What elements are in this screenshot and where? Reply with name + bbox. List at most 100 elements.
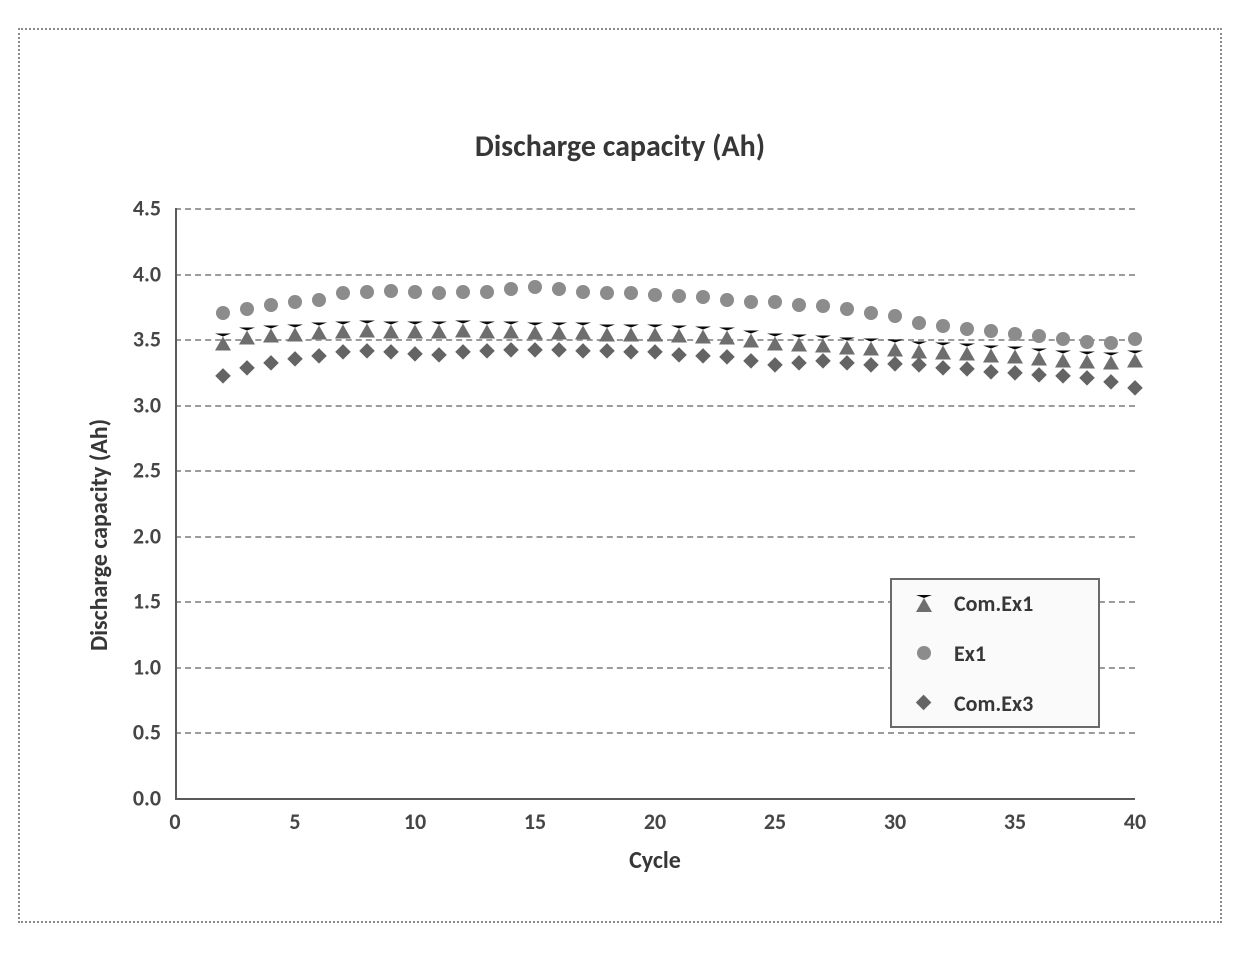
circle-marker — [816, 299, 830, 313]
circle-marker — [600, 286, 614, 300]
circle-marker — [1128, 332, 1142, 346]
gridline — [175, 732, 1135, 734]
triangle-marker — [839, 337, 855, 354]
x-tick-label: 15 — [524, 808, 546, 835]
triangle-marker — [1079, 352, 1095, 369]
diamond-marker — [695, 348, 711, 364]
diamond-marker — [1031, 367, 1047, 383]
diamond-marker — [887, 356, 903, 372]
circle-marker — [432, 286, 446, 300]
triangle-marker — [1007, 346, 1023, 363]
diamond-marker — [791, 355, 807, 371]
legend: Com.Ex1Ex1Com.Ex3 — [890, 578, 1100, 728]
circle-marker — [312, 293, 326, 307]
triangle-marker — [335, 321, 351, 338]
diamond-marker — [623, 344, 639, 360]
circle-marker — [696, 290, 710, 304]
diamond-marker — [863, 357, 879, 373]
triangle-marker — [503, 321, 519, 338]
diamond-marker — [287, 351, 303, 367]
circle-marker — [792, 298, 806, 312]
y-tick-label: 4.5 — [133, 195, 161, 222]
triangle-marker — [983, 345, 999, 362]
triangle-marker — [263, 325, 279, 342]
diamond-marker — [215, 368, 231, 384]
x-axis-label: Cycle — [175, 846, 1135, 875]
legend-item: Com.Ex1 — [906, 592, 1033, 614]
triangle-marker — [863, 338, 879, 355]
triangle-marker — [1127, 350, 1143, 367]
diamond-marker — [311, 348, 327, 364]
diamond-marker — [599, 343, 615, 359]
diamond-marker — [647, 344, 663, 360]
circle-marker — [960, 322, 974, 336]
triangle-marker — [215, 333, 231, 350]
diamond-marker — [335, 344, 351, 360]
circle-marker — [1080, 335, 1094, 349]
x-tick-label: 35 — [1004, 808, 1026, 835]
circle-marker — [576, 285, 590, 299]
triangle-marker — [407, 321, 423, 338]
triangle-marker — [767, 333, 783, 350]
triangle-marker — [647, 324, 663, 341]
circle-marker — [744, 295, 758, 309]
triangle-marker — [575, 323, 591, 340]
legend-marker — [906, 697, 942, 708]
diamond-marker — [383, 344, 399, 360]
triangle-marker — [551, 323, 567, 340]
chart-title: Discharge capacity (Ah) — [20, 128, 1220, 165]
x-tick-label: 5 — [289, 808, 300, 835]
triangle-marker — [743, 331, 759, 348]
circle-marker — [1056, 332, 1070, 346]
circle-marker — [264, 298, 278, 312]
circle-marker — [1104, 336, 1118, 350]
triangle-marker — [959, 344, 975, 361]
circle-marker — [624, 286, 638, 300]
x-tick-label: 30 — [884, 808, 906, 835]
circle-marker — [408, 285, 422, 299]
diamond-marker — [527, 342, 543, 358]
legend-marker — [906, 595, 942, 612]
diamond-marker — [407, 346, 423, 362]
x-axis-line — [175, 798, 1135, 800]
diamond-marker — [479, 343, 495, 359]
x-tick-label: 20 — [644, 808, 666, 835]
x-tick-label: 25 — [764, 808, 786, 835]
triangle-marker — [239, 328, 255, 345]
circle-marker — [480, 285, 494, 299]
legend-label: Com.Ex1 — [954, 590, 1033, 617]
circle-marker — [216, 306, 230, 320]
plot-area: 0.00.51.01.52.02.53.03.54.04.50510152025… — [175, 208, 1135, 798]
triangle-marker — [287, 324, 303, 341]
circle-marker — [288, 295, 302, 309]
y-axis-label: Discharge capacity (Ah) — [85, 418, 114, 650]
diamond-marker — [767, 357, 783, 373]
triangle-marker — [1031, 349, 1047, 366]
gridline — [175, 274, 1135, 276]
diamond-marker — [743, 353, 759, 369]
y-tick-label: 0.0 — [133, 785, 161, 812]
diamond-marker — [359, 343, 375, 359]
circle-marker — [720, 293, 734, 307]
diamond-marker — [916, 695, 932, 711]
gridline — [175, 405, 1135, 407]
diamond-marker — [1007, 365, 1023, 381]
circle-marker — [528, 280, 542, 294]
legend-item: Ex1 — [906, 642, 986, 664]
y-tick-label: 4.0 — [133, 260, 161, 287]
y-tick-label: 2.5 — [133, 457, 161, 484]
y-tick-label: 3.5 — [133, 326, 161, 353]
diamond-marker — [1055, 368, 1071, 384]
triangle-marker — [791, 335, 807, 352]
circle-marker — [648, 288, 662, 302]
circle-marker — [917, 646, 931, 660]
triangle-marker — [695, 327, 711, 344]
diamond-marker — [263, 355, 279, 371]
triangle-marker — [599, 324, 615, 341]
diamond-marker — [815, 353, 831, 369]
triangle-marker — [911, 341, 927, 358]
diamond-marker — [935, 360, 951, 376]
triangle-marker — [383, 321, 399, 338]
circle-marker — [864, 306, 878, 320]
triangle-marker — [623, 324, 639, 341]
